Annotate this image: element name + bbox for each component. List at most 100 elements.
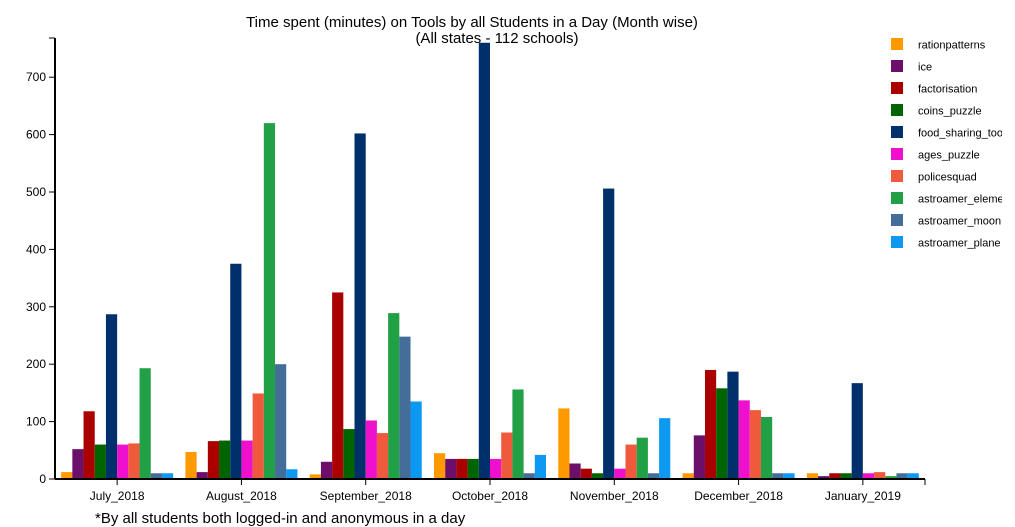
x-axis: July_2018 August_2018 September_2018 Octobe…: [55, 478, 926, 503]
bar-factorisation-October_2018[interactable]: [456, 458, 468, 479]
x-tick-label: July_2018: [90, 489, 145, 503]
bar-ice-August_2018[interactable]: [196, 472, 208, 479]
legend-swatch-ages_puzzle: [891, 148, 903, 160]
bar-coins_puzzle-October_2018[interactable]: [467, 458, 479, 479]
bar-food_sharing_tool-October_2018[interactable]: [478, 42, 490, 479]
bar-factorisation-December_2018[interactable]: [704, 369, 717, 479]
bar-astroamer_element_hunt_activity-September_2018[interactable]: [388, 313, 400, 479]
bar-astroamer_element_hunt_activity-December_2018[interactable]: [760, 417, 773, 479]
bar-ages_puzzle-July_2018[interactable]: [117, 444, 129, 479]
bar-rationpatterns-July_2018[interactable]: [61, 472, 73, 479]
x-tick-label: January_2019: [825, 489, 901, 503]
bar-ice-January_2019[interactable]: [818, 476, 830, 479]
y-tick-label: 500: [26, 185, 46, 199]
bar-policesquad-November_2018[interactable]: [625, 444, 637, 479]
bar-ages_puzzle-December_2018[interactable]: [738, 400, 750, 479]
bar-factorisation-August_2018[interactable]: [207, 441, 220, 479]
bar-food_sharing_tool-November_2018[interactable]: [603, 188, 615, 479]
bar-food_sharing_tool-August_2018[interactable]: [230, 263, 242, 479]
bar-food_sharing_tool-January_2019[interactable]: [851, 383, 863, 479]
bar-ice-December_2018[interactable]: [693, 435, 705, 479]
bar-food_sharing_tool-July_2018[interactable]: [105, 314, 118, 479]
legend-label-policesquad: policesquad: [918, 172, 977, 184]
bar-ice-September_2018[interactable]: [320, 461, 333, 479]
bar-rationpatterns-December_2018[interactable]: [682, 473, 694, 479]
bar-astroamer_element_hunt_activity-October_2018[interactable]: [512, 389, 524, 479]
bar-ages_puzzle-January_2019[interactable]: [862, 473, 875, 479]
bar-rationpatterns-October_2018[interactable]: [434, 453, 446, 479]
bar-astroamer_planet_trek_activity-January_2019[interactable]: [907, 473, 919, 479]
bars-group: [61, 42, 919, 480]
legend: rationpatterns ice factorisation coins_puzz…: [891, 38, 1004, 250]
bar-astroamer_moon_track-January_2019[interactable]: [896, 473, 908, 479]
bar-coins_puzzle-December_2018[interactable]: [716, 388, 728, 479]
bar-astroamer_element_hunt_activity-July_2018[interactable]: [139, 368, 151, 479]
bar-rationpatterns-November_2018[interactable]: [558, 408, 570, 479]
y-tick-label: 600: [26, 128, 46, 142]
bar-policesquad-September_2018[interactable]: [376, 433, 389, 479]
bar-policesquad-July_2018[interactable]: [128, 443, 140, 479]
bar-coins_puzzle-July_2018[interactable]: [94, 444, 106, 479]
bar-ages_puzzle-August_2018[interactable]: [241, 440, 253, 479]
bar-astroamer_moon_track-December_2018[interactable]: [772, 473, 784, 479]
bar-coins_puzzle-November_2018[interactable]: [591, 473, 604, 479]
legend-swatch-astroamer_planet_trek_activity: [891, 236, 903, 248]
bar-factorisation-September_2018[interactable]: [332, 292, 344, 479]
bar-astroamer_moon_track-November_2018[interactable]: [647, 473, 660, 479]
legend-swatch-astroamer_moon_track: [891, 214, 903, 226]
bar-policesquad-October_2018[interactable]: [501, 432, 513, 479]
y-tick-label: 200: [26, 357, 46, 371]
legend-swatch-rationpatterns: [891, 38, 903, 50]
bar-astroamer_element_hunt_activity-August_2018[interactable]: [263, 123, 276, 480]
bar-coins_puzzle-August_2018[interactable]: [219, 440, 231, 479]
legend-swatch-coins_puzzle: [891, 104, 903, 116]
x-tick-label: October_2018: [452, 489, 528, 503]
legend-swatch-policesquad: [891, 170, 903, 182]
y-tick-label: 100: [26, 415, 46, 429]
legend-swatch-food_sharing_tool: [891, 126, 903, 138]
legend-label-ice: ice: [918, 62, 932, 74]
legend-label-rationpatterns: rationpatterns: [918, 40, 986, 52]
bar-astroamer_planet_trek_activity-July_2018[interactable]: [161, 473, 174, 479]
y-tick-label: 300: [26, 300, 46, 314]
bar-astroamer_moon_track-September_2018[interactable]: [399, 336, 411, 479]
bar-astroamer_planet_trek_activity-October_2018[interactable]: [534, 454, 546, 479]
bar-factorisation-July_2018[interactable]: [83, 411, 95, 479]
bar-ages_puzzle-November_2018[interactable]: [614, 468, 626, 479]
bar-rationpatterns-August_2018[interactable]: [185, 452, 197, 479]
x-tick-label: November_2018: [570, 489, 659, 503]
bar-astroamer_element_hunt_activity-January_2019[interactable]: [885, 476, 897, 479]
bar-ages_puzzle-October_2018[interactable]: [490, 458, 502, 479]
bar-coins_puzzle-September_2018[interactable]: [343, 429, 355, 479]
bar-rationpatterns-January_2019[interactable]: [806, 473, 819, 479]
bar-food_sharing_tool-December_2018[interactable]: [727, 371, 739, 479]
bar-astroamer_moon_track-August_2018[interactable]: [275, 364, 287, 479]
legend-label-coins_puzzle: coins_puzzle: [918, 106, 982, 118]
bar-policesquad-December_2018[interactable]: [749, 410, 761, 479]
bar-astroamer_planet_trek_activity-September_2018[interactable]: [410, 401, 422, 479]
bar-ice-July_2018[interactable]: [72, 449, 84, 479]
bar-factorisation-January_2019[interactable]: [829, 473, 841, 479]
bar-policesquad-January_2019[interactable]: [874, 472, 886, 479]
bar-astroamer_planet_trek_activity-November_2018[interactable]: [659, 418, 671, 479]
bar-astroamer_planet_trek_activity-August_2018[interactable]: [286, 469, 298, 479]
bar-rationpatterns-September_2018[interactable]: [309, 474, 321, 479]
bar-astroamer_planet_trek_activity-December_2018[interactable]: [783, 473, 795, 479]
bar-factorisation-November_2018[interactable]: [580, 468, 592, 479]
bar-ages_puzzle-September_2018[interactable]: [365, 420, 377, 479]
legend-swatch-factorisation: [891, 82, 903, 94]
x-tick-label: September_2018: [320, 489, 412, 503]
bar-astroamer_element_hunt_activity-November_2018[interactable]: [636, 437, 648, 479]
bar-ice-November_2018[interactable]: [569, 463, 581, 479]
legend-label-astroamer_moon_track: astroamer_moon: [918, 216, 1001, 228]
bar-ice-October_2018[interactable]: [445, 458, 457, 479]
bar-astroamer_moon_track-October_2018[interactable]: [523, 473, 535, 479]
bar-astroamer_moon_track-July_2018[interactable]: [150, 473, 162, 479]
bar-coins_puzzle-January_2019[interactable]: [840, 473, 852, 479]
bar-food_sharing_tool-September_2018[interactable]: [354, 133, 366, 479]
y-tick-label: 700: [26, 70, 46, 84]
legend-label-astroamer_element_hunt_activity: astroamer_eleme: [918, 194, 1004, 206]
bar-policesquad-August_2018[interactable]: [252, 393, 264, 479]
legend-label-factorisation: factorisation: [918, 84, 977, 96]
y-tick-label: 0: [39, 472, 46, 486]
